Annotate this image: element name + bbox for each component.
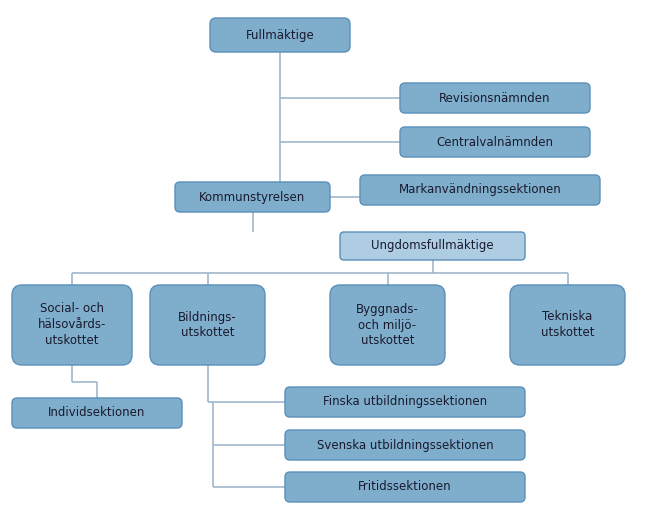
FancyBboxPatch shape: [400, 83, 590, 113]
Text: Finska utbildningssektionen: Finska utbildningssektionen: [323, 395, 487, 408]
FancyBboxPatch shape: [285, 387, 525, 417]
FancyBboxPatch shape: [340, 232, 525, 260]
FancyBboxPatch shape: [175, 182, 330, 212]
FancyBboxPatch shape: [285, 430, 525, 460]
Text: Kommunstyrelsen: Kommunstyrelsen: [199, 191, 306, 204]
Text: Social- och
hälsovårds-
utskottet: Social- och hälsovårds- utskottet: [38, 302, 106, 348]
FancyBboxPatch shape: [330, 285, 445, 365]
Text: Tekniska
utskottet: Tekniska utskottet: [541, 310, 594, 340]
Text: Fullmäktige: Fullmäktige: [246, 28, 314, 41]
FancyBboxPatch shape: [285, 472, 525, 502]
Text: Individsektionen: Individsektionen: [48, 406, 146, 419]
FancyBboxPatch shape: [12, 285, 132, 365]
Text: Centralvalnämnden: Centralvalnämnden: [436, 135, 554, 149]
Text: Markanvändningssektionen: Markanvändningssektionen: [398, 184, 562, 196]
FancyBboxPatch shape: [210, 18, 350, 52]
Text: Bildnings-
utskottet: Bildnings- utskottet: [178, 310, 237, 340]
Text: Byggnads-
och miljö-
utskottet: Byggnads- och miljö- utskottet: [356, 302, 419, 348]
FancyBboxPatch shape: [150, 285, 265, 365]
Text: Revisionsnämnden: Revisionsnämnden: [439, 91, 550, 104]
FancyBboxPatch shape: [400, 127, 590, 157]
Text: Fritidssektionen: Fritidssektionen: [358, 480, 452, 493]
Text: Svenska utbildningssektionen: Svenska utbildningssektionen: [317, 438, 493, 452]
FancyBboxPatch shape: [12, 398, 182, 428]
FancyBboxPatch shape: [510, 285, 625, 365]
FancyBboxPatch shape: [360, 175, 600, 205]
Text: Ungdomsfullmäktige: Ungdomsfullmäktige: [371, 239, 494, 253]
